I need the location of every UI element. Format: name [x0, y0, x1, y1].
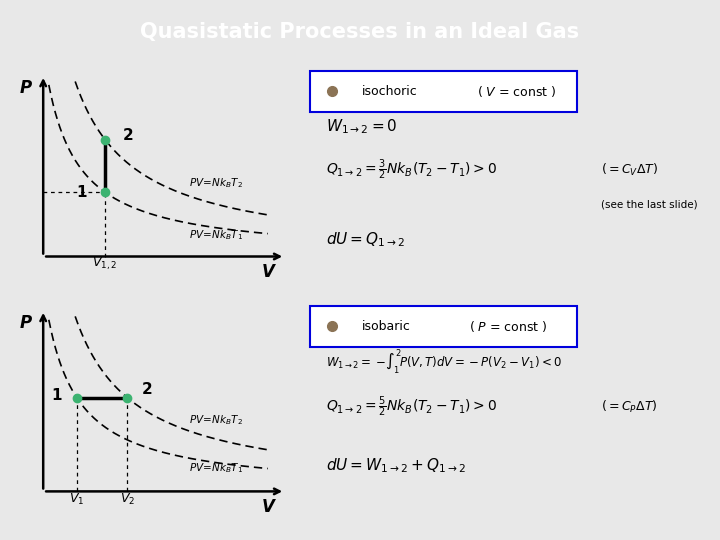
- Text: P: P: [20, 79, 32, 97]
- Text: ( $\it{V}$ = const ): ( $\it{V}$ = const ): [477, 84, 557, 99]
- Text: V: V: [261, 497, 274, 516]
- Text: 2: 2: [143, 382, 153, 397]
- Text: Quasistatic Processes in an Ideal Gas: Quasistatic Processes in an Ideal Gas: [140, 22, 580, 43]
- Text: $PV\!=\!Nk_BT_2$: $PV\!=\!Nk_BT_2$: [189, 176, 243, 190]
- Text: P: P: [20, 314, 32, 332]
- FancyBboxPatch shape: [310, 71, 577, 112]
- Text: $V_2$: $V_2$: [120, 491, 135, 507]
- Text: isobaric: isobaric: [361, 320, 410, 333]
- FancyBboxPatch shape: [310, 306, 577, 347]
- Text: $dU = W_{1\rightarrow2} + Q_{1\rightarrow2}$: $dU = W_{1\rightarrow2} + Q_{1\rightarro…: [325, 456, 466, 475]
- Text: $V_1$: $V_1$: [69, 491, 84, 507]
- Text: $V_{1,2}$: $V_{1,2}$: [92, 255, 117, 272]
- Text: isochoric: isochoric: [361, 85, 418, 98]
- Text: $PV\!=\!Nk_BT_1$: $PV\!=\!Nk_BT_1$: [189, 228, 243, 242]
- Text: $W_{1\rightarrow2} = 0$: $W_{1\rightarrow2} = 0$: [325, 118, 397, 136]
- Text: $PV\!=\!Nk_BT_2$: $PV\!=\!Nk_BT_2$: [189, 413, 243, 427]
- Text: V: V: [261, 262, 274, 281]
- Text: $(= C_V\Delta T)$: $(= C_V\Delta T)$: [601, 162, 659, 178]
- Text: $dU = Q_{1\rightarrow2}$: $dU = Q_{1\rightarrow2}$: [325, 230, 405, 248]
- Text: 1: 1: [77, 185, 87, 200]
- Text: 2: 2: [122, 127, 133, 143]
- Text: 1: 1: [52, 388, 62, 403]
- Text: $(= C_P\Delta T)$: $(= C_P\Delta T)$: [601, 399, 658, 415]
- Text: $PV\!=\!Nk_BT_1$: $PV\!=\!Nk_BT_1$: [189, 461, 243, 475]
- Text: $Q_{1\rightarrow2} = \frac{3}{2}Nk_B(T_2 - T_1) > 0$: $Q_{1\rightarrow2} = \frac{3}{2}Nk_B(T_2…: [325, 158, 496, 183]
- Text: $W_{1\rightarrow2} = -\!\int_1^2\!P(V,T)dV = -P(V_2-V_1) < 0$: $W_{1\rightarrow2} = -\!\int_1^2\!P(V,T)…: [325, 347, 562, 376]
- Text: $Q_{1\rightarrow2} = \frac{5}{2}Nk_B(T_2 - T_1) > 0$: $Q_{1\rightarrow2} = \frac{5}{2}Nk_B(T_2…: [325, 395, 496, 420]
- Text: ( $\it{P}$ = const ): ( $\it{P}$ = const ): [469, 319, 548, 334]
- Text: (see the last slide): (see the last slide): [601, 200, 698, 210]
